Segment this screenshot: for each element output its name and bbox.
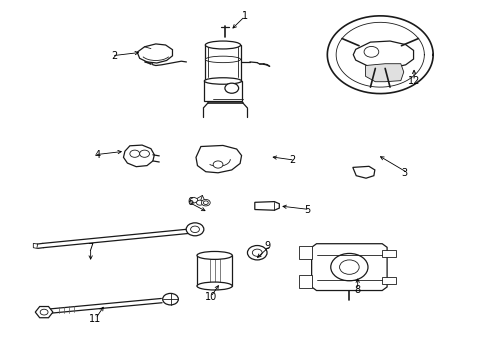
- Text: 5: 5: [304, 204, 310, 215]
- Polygon shape: [137, 44, 172, 63]
- Text: 12: 12: [408, 76, 420, 86]
- Polygon shape: [382, 250, 396, 257]
- Polygon shape: [197, 256, 232, 286]
- Text: 7: 7: [88, 243, 94, 253]
- Circle shape: [163, 293, 178, 305]
- Polygon shape: [196, 145, 242, 173]
- Text: 11: 11: [89, 314, 102, 324]
- Text: 2: 2: [289, 155, 295, 165]
- Text: 6: 6: [188, 197, 194, 207]
- Ellipse shape: [204, 78, 242, 84]
- Polygon shape: [191, 197, 197, 203]
- Text: 10: 10: [205, 292, 217, 302]
- Polygon shape: [299, 246, 312, 259]
- Polygon shape: [299, 275, 312, 288]
- Polygon shape: [353, 41, 414, 68]
- Circle shape: [247, 246, 267, 260]
- Polygon shape: [35, 306, 53, 318]
- Circle shape: [331, 253, 368, 281]
- Circle shape: [186, 223, 204, 236]
- Polygon shape: [205, 45, 241, 81]
- Circle shape: [40, 309, 48, 315]
- Text: 2: 2: [111, 51, 118, 61]
- Circle shape: [252, 249, 262, 256]
- Circle shape: [225, 83, 239, 93]
- Polygon shape: [204, 81, 242, 101]
- Ellipse shape: [205, 56, 241, 63]
- Circle shape: [196, 200, 203, 205]
- Polygon shape: [312, 244, 387, 291]
- Text: 4: 4: [94, 150, 100, 160]
- Text: 8: 8: [355, 285, 361, 295]
- Polygon shape: [353, 166, 375, 178]
- Text: 1: 1: [242, 11, 248, 21]
- Circle shape: [364, 46, 379, 57]
- Ellipse shape: [197, 282, 232, 290]
- Circle shape: [340, 260, 359, 274]
- Polygon shape: [382, 277, 396, 284]
- Text: 9: 9: [265, 240, 270, 251]
- Polygon shape: [33, 243, 38, 248]
- Circle shape: [140, 150, 149, 157]
- Circle shape: [130, 150, 140, 157]
- Circle shape: [191, 226, 199, 233]
- Circle shape: [201, 199, 210, 206]
- Circle shape: [213, 161, 223, 168]
- Polygon shape: [123, 145, 154, 167]
- Ellipse shape: [197, 251, 232, 259]
- Text: 3: 3: [402, 168, 408, 178]
- Polygon shape: [366, 64, 404, 82]
- Circle shape: [203, 201, 208, 204]
- Polygon shape: [255, 202, 279, 210]
- Ellipse shape: [205, 41, 241, 49]
